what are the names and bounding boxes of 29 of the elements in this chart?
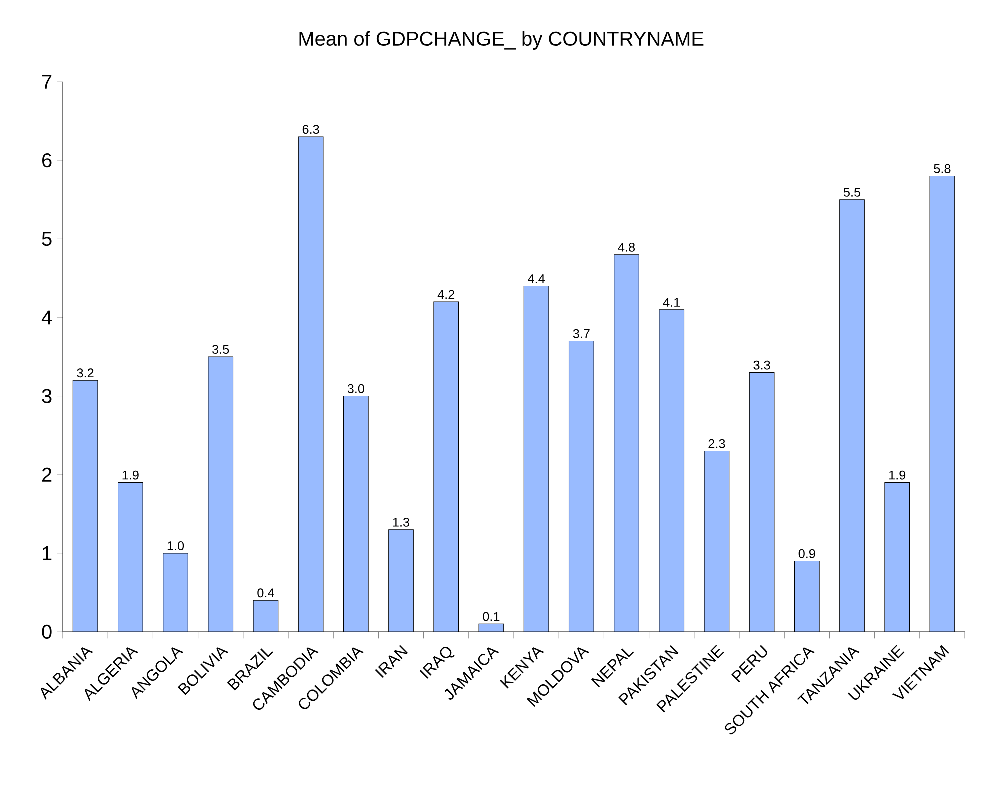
data-label: 0.4 xyxy=(258,588,274,598)
data-label: 5.8 xyxy=(934,164,951,174)
y-tick-label: 4 xyxy=(42,310,52,325)
y-tick-label: 3 xyxy=(42,389,52,404)
data-label: 3.3 xyxy=(754,360,770,370)
y-tick-label: 2 xyxy=(42,468,52,482)
y-tick-label: 0 xyxy=(42,624,52,640)
data-label: 3.7 xyxy=(573,329,590,338)
y-tick-label: 5 xyxy=(42,232,52,246)
data-label: 6.3 xyxy=(302,125,320,134)
data-label: 1.3 xyxy=(393,518,410,527)
y-tick-label: 1 xyxy=(43,546,52,560)
data-label: 0.1 xyxy=(483,612,500,622)
data-label: 2.3 xyxy=(708,439,726,448)
data-label: 1.9 xyxy=(890,470,906,480)
data-label: 1.0 xyxy=(168,542,184,550)
data-label: 0.9 xyxy=(798,549,816,558)
data-label: 1.9 xyxy=(122,470,139,480)
data-label: 4.2 xyxy=(438,290,455,300)
y-tick-label: 6 xyxy=(42,153,52,168)
data-label: 4.8 xyxy=(618,242,636,252)
data-label: 3.5 xyxy=(212,345,230,354)
data-label: 4.4 xyxy=(528,274,545,284)
data-label: 4.1 xyxy=(663,298,680,307)
chart-title: Mean of GDPCHANGE_ by COUNTRYNAME xyxy=(300,31,704,50)
data-label: 5.5 xyxy=(844,188,861,197)
data-label: 3.0 xyxy=(348,384,364,394)
y-tick-label: 7 xyxy=(42,75,52,89)
data-label: 3.2 xyxy=(77,368,94,378)
